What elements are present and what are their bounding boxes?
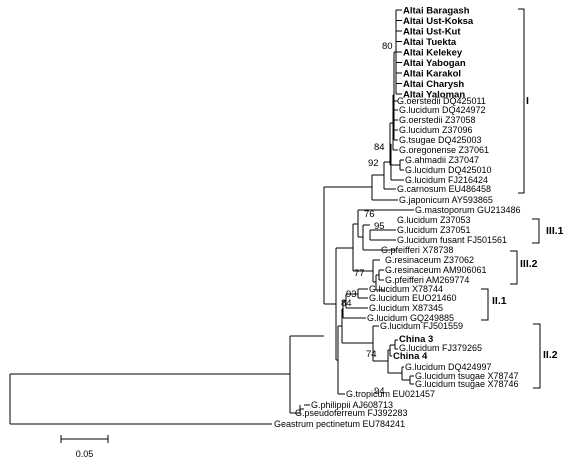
taxon-label: G.resinaceum AM906061 [385,265,487,275]
taxon-label: Altai Kelekey [403,48,463,59]
taxon-label: G.japonicum AY593865 [399,195,493,205]
taxon-label: Altai Tuekta [403,37,457,48]
bootstrap-value: 84 [341,298,352,309]
taxon-label: G.pfeifferi X78738 [381,245,453,255]
taxon-labels: Altai Baragash Altai Ust-Koksa Altai Ust… [274,6,521,430]
taxon-label: Altai Ust-Kut [403,27,461,38]
taxon-label: G.ahmadii Z37047 [405,155,479,165]
bootstrap-value: 84 [374,142,385,153]
taxon-label: Altai Charysh [403,79,464,90]
taxon-label: G.lucidum EUO21460 [369,293,457,303]
taxon-label: G.lucidum DQ425010 [405,165,492,175]
taxon-label: G.lucidum tsugae X78747 [415,371,519,381]
taxon-label: Altai Yabogan [403,58,466,69]
clade-label: III.1 [546,225,564,237]
taxon-label: Altai Ust-Koksa [403,16,474,27]
clade-label: III.2 [520,258,538,270]
taxon-label: Geastrum pectinetum EU784241 [274,419,405,429]
taxon-label: China 4 [393,351,428,362]
taxon-label: G.lucidum Z37053 [397,215,471,225]
tree-branches [9,9,414,425]
bootstrap-value: 77 [354,268,365,279]
taxon-label: G.oerstedii Z37058 [399,115,476,125]
bootstrap-value: 95 [374,221,385,232]
taxon-label: G.lucidum DQ424972 [399,105,486,115]
taxon-label: Altai Yaloman [403,90,465,101]
taxon-label: Altai Baragash [403,6,470,17]
taxon-label: G.tsugae DQ425003 [399,135,482,145]
taxon-label: China 3 [399,334,433,345]
bootstrap-value: 74 [366,349,377,360]
clade-bracket [510,250,518,285]
taxon-label: G.mastoporum GU213486 [415,205,521,215]
taxon-label: G.pseudoferreum FJ392283 [295,408,408,418]
taxon-label: G.lucidum fusant FJ501561 [397,235,507,245]
taxon-label: G.lucidum Z37096 [399,125,473,135]
clade-bracket [518,8,525,194]
taxon-label: G.pfeifferi AM269774 [385,275,469,285]
taxon-label: G.lucidum FJ501559 [380,321,463,331]
bootstrap-value: 76 [364,209,375,220]
taxon-label: G.oregonense Z37061 [399,145,489,155]
taxon-label: G.lucidum GQ249885 [367,313,454,323]
taxon-label: G.tropicum EU021457 [346,389,435,399]
scale-bar: 0.05 [60,435,109,459]
taxon-label: G.philippii AJ608713 [311,400,393,410]
taxon-label: G.lucidum DQ424997 [405,362,492,372]
taxon-label: G.lucidum tsugae X78746 [415,379,519,389]
taxon-label: Altai Karakol [403,69,461,80]
bootstrap-values: 80 84 92 76 95 77 93 84 74 94 [341,41,393,397]
taxon-label: G.lucidum Z37051 [397,225,471,235]
clade-brackets: I III.1 III.2 II.1 II.2 [481,8,564,389]
bootstrap-value: 93 [346,289,357,300]
taxon-label: G.oerstedii DQ425011 [397,96,486,106]
bootstrap-value: 80 [382,41,393,52]
taxon-label: G.lucidum X87345 [369,303,443,313]
taxon-label: G.lucidum X78744 [369,284,443,294]
bootstrap-value: 94 [374,386,385,397]
clade-label: II.1 [492,295,507,307]
scale-bar-label: 0.05 [76,449,94,459]
taxon-label: G.carnosum EU486458 [397,184,491,194]
clade-bracket [532,218,540,244]
taxon-label: G.lucidum FJ379265 [399,343,482,353]
clade-bracket [481,288,489,321]
taxon-label: G.resinaceum Z37062 [385,255,474,265]
taxon-label: G.lucidum FJ216424 [405,175,488,185]
clade-label: I [526,95,529,107]
bootstrap-value: 92 [368,158,379,169]
clade-label: II.2 [543,349,558,361]
clade-bracket [533,323,541,389]
